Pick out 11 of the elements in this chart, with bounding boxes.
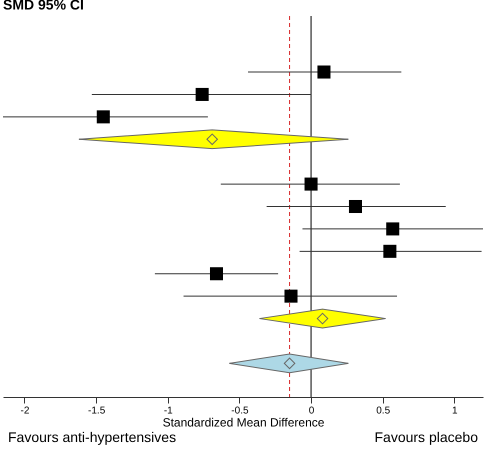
x-tick-label: -2 [20,406,30,416]
x-tick-label: 0.5 [376,406,391,416]
text: Favours anti-hypertensives [8,429,176,445]
x-tick-label: 0 [308,406,315,416]
x-tick-label: -1 [164,406,174,416]
text: Favours placebo [374,429,478,445]
x-tick-label: 1 [452,406,458,416]
x-tick-label: -0.5 [231,406,249,416]
x-axis-title: Standardized Mean Difference [162,416,325,430]
x-tick-label: -1.5 [88,406,106,416]
chart-title: SMD 95% CI [3,0,84,12]
